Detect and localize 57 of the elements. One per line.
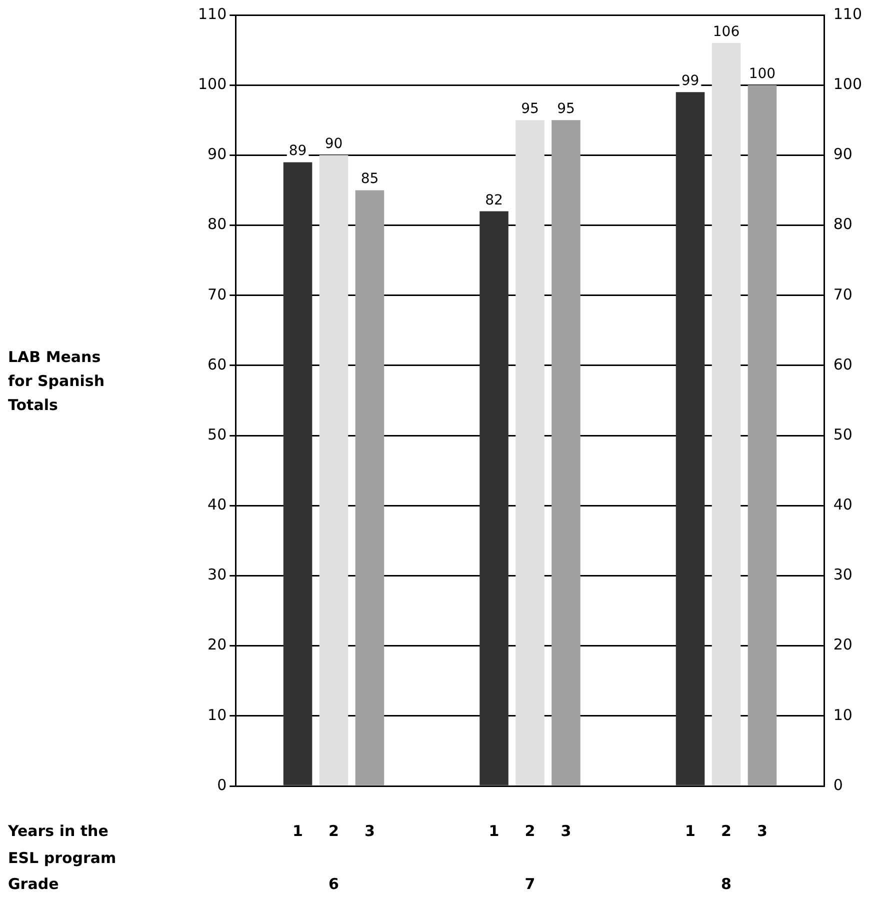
y-tick-label: 70: [208, 285, 227, 304]
bar: [748, 85, 777, 786]
data-label: 99: [681, 73, 700, 90]
data-label: 95: [557, 101, 575, 118]
data-label: 89: [288, 143, 307, 160]
text: 1: [488, 822, 500, 840]
text: LAB Means for Spanish Totals: [8, 348, 105, 414]
data-label: 82: [485, 192, 503, 208]
text: 2: [524, 822, 536, 840]
bar: [480, 211, 508, 786]
bar: [552, 120, 580, 786]
data-label: 90: [324, 136, 343, 152]
y-tick-label: 100: [198, 74, 227, 93]
y-tick-label: 20: [208, 636, 227, 654]
y2-tick-label: 70: [833, 285, 852, 304]
y-tick-label: 80: [208, 215, 227, 234]
y-tick-label: 50: [208, 425, 227, 444]
y2-tick-label: 100: [833, 74, 862, 93]
x-tick-label: 8: [721, 875, 732, 893]
y2-tick-label: 30: [833, 566, 852, 584]
bar: [516, 120, 544, 786]
text: 1: [292, 822, 303, 840]
bar: [283, 162, 312, 786]
y-tick-label: 90: [208, 145, 227, 164]
y2-tick-label: 40: [833, 496, 852, 514]
y2-tick-label: 80: [833, 215, 852, 234]
text: 3: [364, 822, 375, 840]
text: 2: [328, 822, 339, 840]
bar: [355, 190, 384, 786]
y-tick-label: 110: [198, 4, 227, 23]
y-tick-label: 0: [217, 776, 227, 794]
data-label: 85: [360, 171, 379, 188]
text: Years in the ESL program: [7, 822, 116, 867]
bar: [319, 155, 348, 786]
bar: [712, 43, 741, 786]
y2-tick-label: 50: [833, 425, 852, 444]
x-tick-label: 6: [328, 875, 339, 893]
y-tick-label: 10: [208, 706, 227, 724]
y2-tick-label: 20: [833, 636, 852, 654]
y-tick-label: 30: [208, 566, 227, 584]
text: 2: [721, 822, 732, 840]
y2-tick-label: 10: [833, 706, 852, 724]
text: 3: [757, 822, 768, 840]
y-tick-label: 60: [208, 355, 227, 374]
y2-tick-label: 60: [833, 355, 852, 374]
y2-tick-label: 110: [833, 4, 862, 23]
text: Grade: [8, 875, 59, 893]
x-tick-label: 7: [524, 875, 536, 893]
bar: [676, 92, 705, 786]
y2-tick-label: 90: [833, 145, 852, 164]
text: 1: [685, 822, 696, 840]
y2-tick-label: 0: [833, 776, 843, 794]
y-tick-label: 40: [208, 496, 227, 514]
data-label: 106: [712, 24, 740, 40]
text: 3: [560, 822, 572, 840]
data-label: 95: [521, 101, 539, 118]
data-label: 100: [748, 66, 776, 82]
